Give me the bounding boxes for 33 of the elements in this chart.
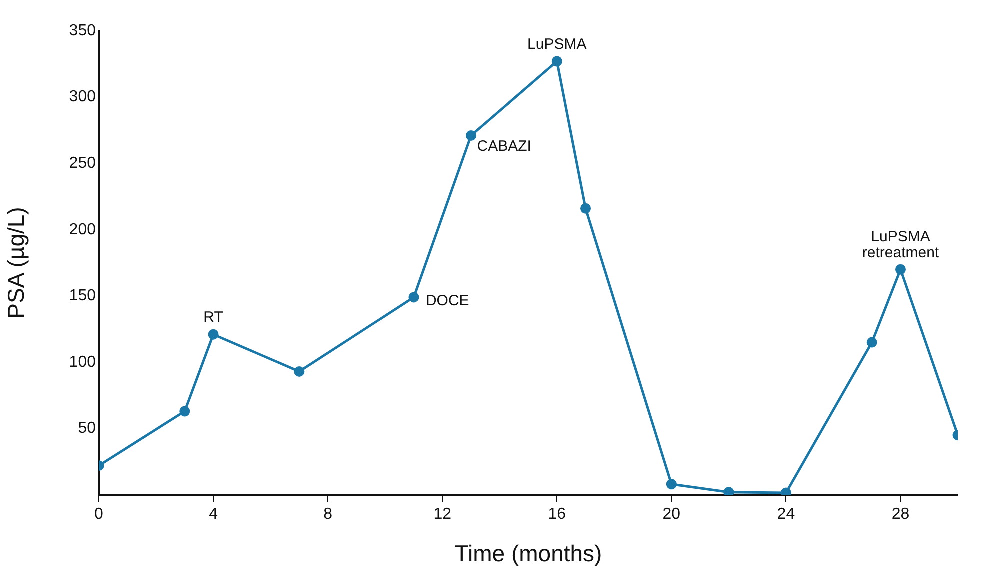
x-tick-label: 4 — [209, 506, 218, 524]
y-axis-title: PSA (µg/L) — [3, 207, 30, 319]
y-tick-label: 50 — [78, 420, 96, 438]
point — [666, 479, 677, 490]
y-tick-label: 250 — [69, 154, 96, 172]
x-tick-label: 20 — [662, 506, 681, 524]
point — [895, 264, 906, 275]
y-tick-label: 100 — [69, 354, 96, 371]
point — [580, 203, 592, 214]
point — [294, 366, 305, 377]
x-tick-label: 0 — [94, 506, 104, 524]
annotation: DOCE — [426, 292, 470, 310]
x-tick-label: 16 — [548, 506, 566, 524]
annotation: LuPSMA — [528, 36, 587, 54]
point — [408, 292, 420, 303]
x-tick-label: 8 — [324, 506, 333, 524]
y-tick-label: 200 — [69, 221, 96, 238]
x-tick-label: 28 — [892, 506, 910, 524]
x-tick-label: 12 — [434, 506, 452, 524]
point — [866, 337, 878, 348]
annotation: CABAZI — [477, 138, 532, 155]
y-tick-label: 350 — [69, 22, 96, 40]
point — [180, 406, 190, 417]
x-axis-title: Time (months) — [454, 540, 602, 567]
point — [724, 487, 734, 495]
annotation: LuPSMA retreatment — [862, 228, 940, 262]
annotation: RT — [204, 309, 224, 326]
y-tick-label: 300 — [69, 88, 96, 106]
y-tick-label: 150 — [69, 288, 96, 305]
point — [208, 329, 219, 340]
x-tick-label: 24 — [777, 506, 796, 524]
point — [552, 56, 562, 67]
point — [466, 130, 476, 141]
